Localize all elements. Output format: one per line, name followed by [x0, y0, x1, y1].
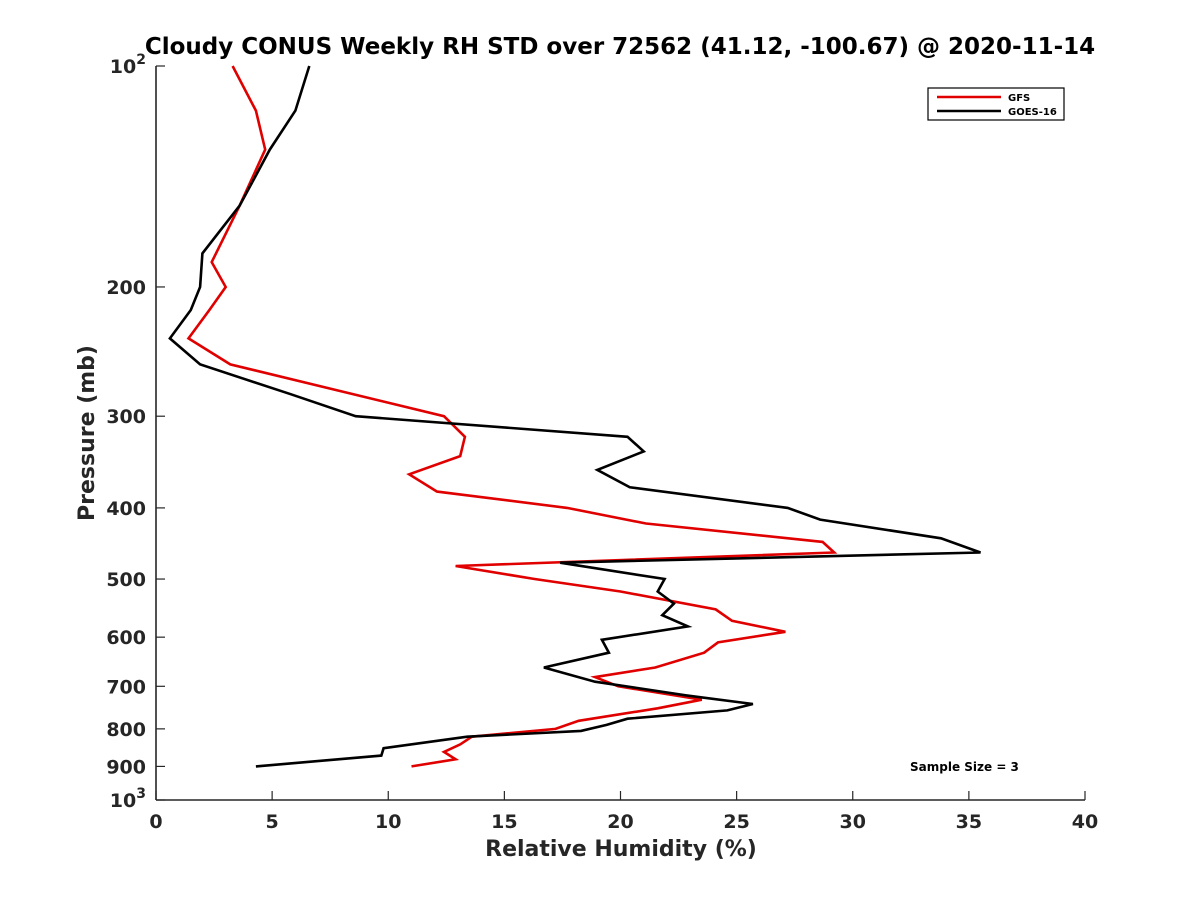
x-tick-label: 25 [723, 811, 749, 833]
legend-box [927, 87, 1065, 121]
series-line-gfs [186, 65, 838, 768]
series-line-goes16 [168, 65, 981, 768]
y-tick-label: 200 [106, 277, 146, 299]
sample-size-annotation: Sample Size = 3 [910, 760, 1019, 774]
y-tick-label: 800 [106, 719, 146, 741]
x-tick-label: 0 [149, 811, 162, 833]
legend-label-goes16: GOES-16 [1008, 107, 1057, 118]
y-tick-label: 102 [110, 52, 146, 78]
plot-area [155, 66, 1085, 801]
x-tick-label: 40 [1072, 811, 1098, 833]
x-axis-label: Relative Humidity (%) [485, 837, 757, 862]
chart-title: Cloudy CONUS Weekly RH STD over 72562 (4… [145, 34, 1095, 60]
y-tick-label: 400 [106, 498, 146, 520]
x-tick-label: 20 [607, 811, 633, 833]
y-tick-label: 500 [106, 569, 146, 591]
y-tick-label: 103 [110, 786, 146, 812]
x-tick-label: 15 [491, 811, 517, 833]
y-axis-ticks: 102 200 300 400 500 600 700 800 900 103 [106, 52, 165, 812]
y-axis-label: Pressure (mb) [75, 345, 100, 521]
series-layer [168, 65, 981, 768]
legend: GFS GOES-16 [927, 87, 1065, 121]
x-tick-label: 10 [375, 811, 401, 833]
y-tick-label: 900 [106, 756, 146, 778]
x-tick-label: 5 [266, 811, 279, 833]
x-axis-ticks: 0 5 10 15 20 25 30 35 40 [149, 791, 1098, 833]
x-tick-label: 30 [840, 811, 866, 833]
legend-label-gfs: GFS [1008, 93, 1030, 104]
y-tick-label: 700 [106, 676, 146, 698]
y-tick-label: 300 [106, 406, 146, 428]
y-tick-label: 600 [106, 627, 146, 649]
x-tick-label: 35 [956, 811, 982, 833]
